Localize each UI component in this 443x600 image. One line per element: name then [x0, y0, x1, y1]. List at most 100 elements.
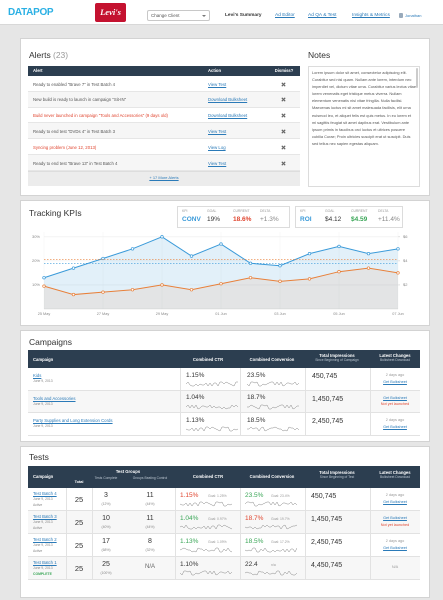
column-divider — [66, 557, 67, 580]
column-divider — [92, 488, 93, 511]
nav-link[interactable]: Insights & Metrics — [352, 13, 390, 18]
latest-change[interactable]: Get Bulksheet — [383, 516, 407, 520]
test-name[interactable]: Test Batch 1 — [33, 560, 57, 565]
sparkline — [180, 570, 232, 576]
alert-action[interactable]: View Log — [208, 144, 226, 150]
column-subheader: Bulksheet Download — [379, 358, 411, 362]
kpi-label: DELTA — [378, 209, 389, 213]
ctr-value: 1.10% — [180, 560, 199, 568]
latest-change: N/A — [391, 565, 399, 569]
sparkline-path — [245, 501, 297, 507]
alert-text: Ready to end test "Brave 13" in Test Bat… — [33, 160, 118, 166]
nav-link[interactable]: Levi's Summary — [225, 13, 262, 18]
latest-change: 2 days ago — [385, 373, 405, 377]
alert-text: Ready to enabled "Brave 7" in Test Batch… — [33, 81, 116, 87]
ctr-value: 1.15% — [186, 371, 205, 379]
kpi-label: DELTA — [260, 209, 271, 213]
sparkline — [186, 426, 238, 432]
sparkline — [245, 570, 297, 576]
dismiss-button[interactable] — [281, 97, 286, 102]
latest-change[interactable]: Get Bulksheet — [383, 499, 407, 504]
campaign-name[interactable]: Tools and Accessories — [33, 395, 76, 401]
client-select[interactable] — [147, 10, 210, 21]
top-bar — [0, 0, 443, 25]
impressions-value: 4,450,745 — [311, 562, 343, 569]
column-header: Total Impressions — [319, 470, 355, 475]
column-divider — [370, 368, 371, 391]
column-divider — [175, 511, 176, 534]
column-divider — [240, 534, 241, 557]
test-date: June 9, 2013 — [33, 520, 53, 524]
column-subheader: Since Beginning of Test — [319, 475, 355, 479]
dismiss-icon — [281, 129, 286, 134]
tests-complete: 3 — [104, 492, 108, 499]
column-header: Campaign — [33, 474, 54, 479]
conversion-value: 18.5% — [245, 537, 264, 545]
dismiss-button[interactable] — [281, 81, 286, 87]
latest-change[interactable]: Get Bulksheet — [383, 395, 407, 400]
test-row — [28, 488, 420, 511]
alerts-count: (23) — [53, 50, 69, 60]
latest-change: Not yet launched — [380, 402, 410, 406]
column-header: Latest Changes — [379, 470, 411, 475]
campaign-row — [28, 390, 420, 413]
column-divider — [370, 488, 371, 511]
conversion-value: 23.5% — [245, 491, 264, 499]
column-subheader: Groups Beating Control — [132, 476, 168, 480]
campaign-name[interactable]: Party Supplies and Long Extension Cords — [33, 418, 113, 423]
conversion-goal: n/a — [271, 562, 276, 567]
alert-action[interactable]: View Test — [208, 81, 227, 87]
nav-link[interactable]: Ad QA & Test — [308, 13, 337, 18]
alert-action[interactable]: View Test — [208, 128, 227, 134]
column-header: Campaign — [33, 356, 54, 362]
latest-change[interactable]: Get Bulksheet — [383, 424, 407, 429]
sparkline — [186, 404, 238, 409]
column-header: Test Groups — [115, 468, 141, 474]
test-name[interactable]: Test Batch 3 — [33, 514, 57, 519]
alerts-header — [28, 66, 300, 76]
alerts-more[interactable]: + 17 More Alerts — [149, 175, 179, 180]
client-logo: Levi's — [100, 7, 121, 17]
test-status: COMPLETE — [33, 571, 52, 576]
dismiss-button[interactable] — [281, 145, 286, 150]
dismiss-icon — [281, 81, 286, 87]
dismiss-icon — [281, 97, 286, 102]
column-divider — [92, 511, 93, 534]
column-divider — [240, 557, 241, 580]
alerts-more-bar[interactable] — [28, 171, 300, 186]
sparkline — [245, 501, 297, 507]
kpi-label: CURRENT — [233, 209, 250, 213]
alert-action[interactable]: Download Bulksheet — [208, 97, 248, 103]
alert-row — [28, 155, 300, 171]
dismiss-cross — [281, 145, 286, 150]
alert-action[interactable]: View Test — [208, 160, 227, 166]
sparkline — [247, 426, 299, 432]
sparkline-path — [245, 547, 297, 553]
impressions-value: 450,745 — [311, 493, 337, 500]
kpi-value: $4.59 — [351, 215, 368, 223]
dismiss-button[interactable] — [281, 160, 286, 166]
sparkline-path — [186, 426, 238, 432]
sparkline-path — [180, 570, 232, 576]
nav-link[interactable]: Ad Editor — [275, 13, 295, 18]
test-name[interactable]: Test Batch 2 — [33, 537, 57, 542]
alert-action[interactable]: Download Bulksheet — [208, 113, 248, 119]
dismiss-button[interactable] — [281, 129, 286, 134]
groups-beating: 8 — [148, 538, 152, 545]
sparkline — [247, 381, 299, 387]
user-icon — [399, 13, 403, 18]
test-row — [28, 511, 420, 534]
user-name[interactable]: Jonathan — [405, 12, 422, 18]
column-divider — [305, 557, 306, 580]
column-divider — [180, 413, 181, 436]
campaign-name[interactable]: Kids — [33, 373, 42, 378]
dismiss-button[interactable] — [281, 113, 286, 118]
test-name[interactable]: Test Batch 4 — [33, 491, 57, 496]
column-divider — [240, 390, 241, 413]
latest-change[interactable]: Get Bulksheet — [383, 545, 407, 550]
test-total: 25 — [74, 564, 84, 573]
conversion-value: 18.5% — [247, 416, 266, 424]
sparkline-path — [247, 426, 299, 432]
latest-change[interactable]: Get Bulksheet — [383, 379, 407, 384]
kpi-label: KPI — [182, 209, 188, 213]
